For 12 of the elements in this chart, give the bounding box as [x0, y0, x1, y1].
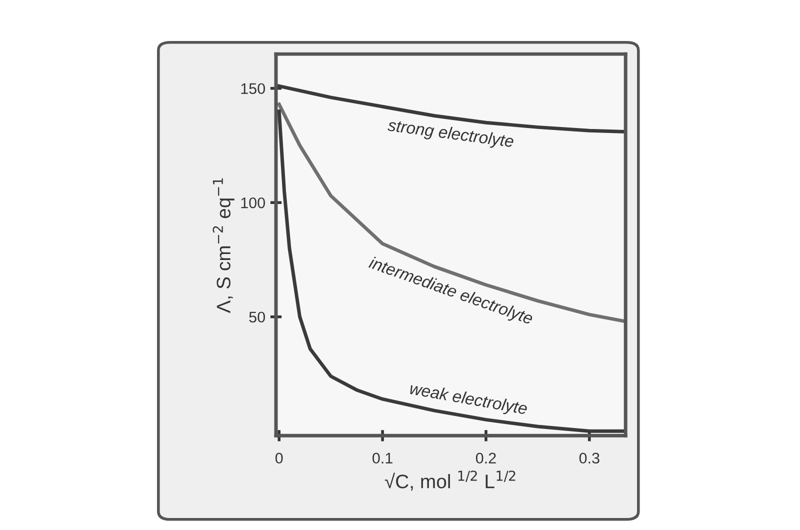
y-tick-label: 150 [241, 83, 265, 94]
y-axis-title: Λ, S cm$^{−2}$ eq$^{−1}$ [212, 178, 234, 314]
y-tick-label: 50 [249, 312, 265, 323]
text: strong electrolyte [386, 118, 514, 151]
x-tick-label: 0 [275, 452, 283, 464]
x-axis-title: √C, mol $^{1/2}$ L$^{1/2}$ [384, 470, 516, 491]
x-tick-label: 0.1 [372, 452, 392, 464]
x-tick-label: 0.3 [579, 452, 600, 464]
x-tick-label: 0.2 [476, 452, 496, 464]
line-series [277, 102, 626, 324]
text: weak electrolyte [408, 382, 528, 418]
y-tick-label: 100 [241, 197, 265, 208]
